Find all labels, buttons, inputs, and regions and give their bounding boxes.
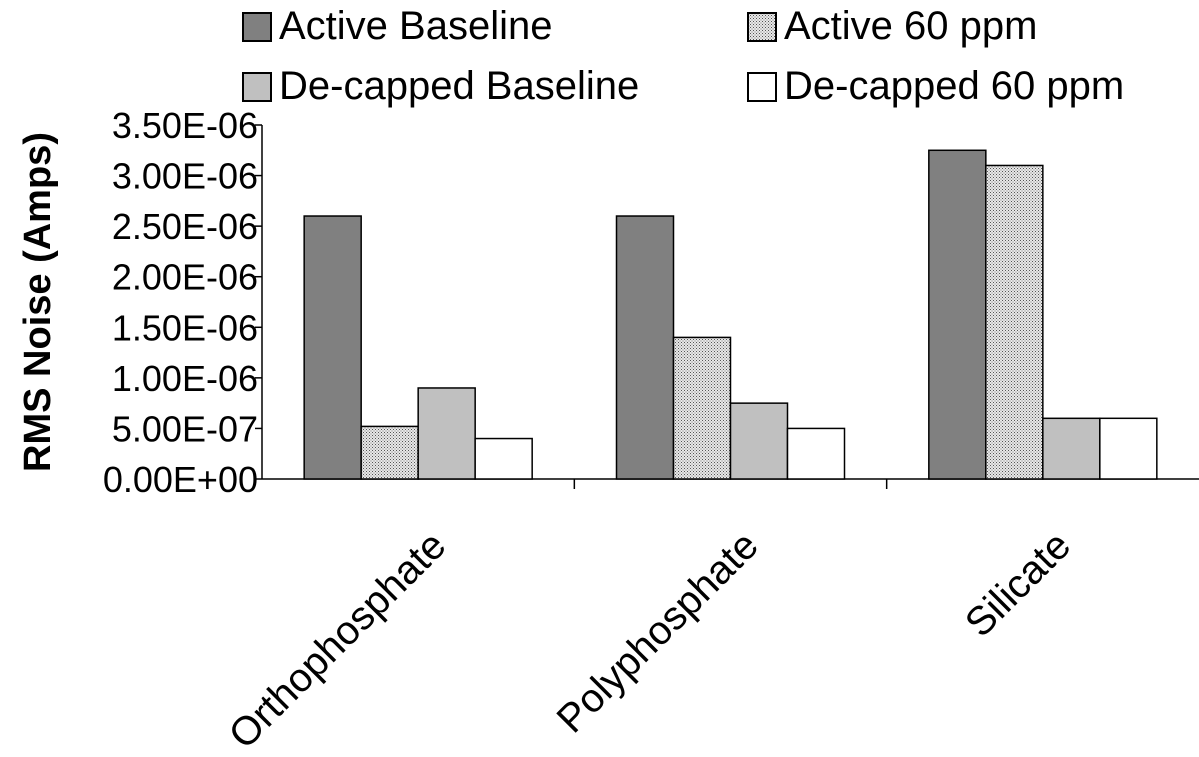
- legend-label-de-capped-baseline: De-capped Baseline: [279, 64, 639, 108]
- bar-active-baseline-polyphosphate: [615, 215, 675, 480]
- bar-de-capped-60-ppm-orthophosphate: [474, 437, 533, 480]
- bar-active-60-ppm-orthophosphate: [360, 425, 419, 480]
- x-tick-labels: Orthophosphate Polyphosphate Silicate: [221, 523, 1080, 757]
- legend-label-de-capped-60-ppm: De-capped 60 ppm: [784, 64, 1124, 108]
- bar-de-capped-baseline-silicate: [1042, 417, 1101, 480]
- y-axis-title: RMS Noise (Amps): [17, 132, 59, 472]
- legend-label-active-baseline: Active Baseline: [279, 4, 552, 48]
- y-tick-label: 3.50E-06: [112, 105, 258, 146]
- bar-active-60-ppm-silicate: [985, 164, 1044, 480]
- bar-de-capped-60-ppm-polyphosphate: [786, 427, 846, 480]
- legend-swatch-de-capped-60-ppm: [747, 72, 777, 102]
- x-tick-label-orthophosphate: Orthophosphate: [221, 523, 455, 757]
- y-tick-label: 2.00E-06: [112, 257, 258, 298]
- y-tick-label: 2.50E-06: [112, 206, 258, 247]
- y-tick-label: 1.00E-06: [112, 358, 258, 399]
- bar-de-capped-baseline-polyphosphate: [729, 402, 789, 480]
- bar-active-baseline-orthophosphate: [303, 215, 362, 480]
- bar-active-60-ppm-polyphosphate: [672, 336, 732, 480]
- y-tick-label: 5.00E-07: [112, 408, 258, 449]
- legend-swatch-de-capped-baseline: [242, 72, 272, 102]
- legend-swatch-active-baseline: [242, 12, 272, 42]
- x-tick-label-silicate: Silicate: [957, 523, 1079, 645]
- bar-de-capped-60-ppm-silicate: [1099, 417, 1158, 480]
- bar-active-baseline-silicate: [928, 149, 987, 480]
- bars: [303, 149, 1158, 480]
- bar-de-capped-baseline-orthophosphate: [417, 387, 476, 480]
- y-tick-label: 0.00E+00: [103, 459, 258, 500]
- y-tick-label: 3.00E-06: [112, 156, 258, 197]
- legend-label-active-60-ppm: Active 60 ppm: [784, 4, 1037, 48]
- x-tick-label-polyphosphate: Polyphosphate: [549, 523, 767, 741]
- legend: Active Baseline Active 60 ppm De-capped Ba…: [242, 4, 1124, 108]
- y-axis-title-group: RMS Noise (Amps): [17, 132, 59, 472]
- y-tick-label: 1.50E-06: [112, 307, 258, 348]
- legend-swatch-active-60-ppm: [747, 12, 777, 42]
- axes: 0.00E+00 5.00E-07 1.00E-06 1.50E-06 2.00E-06…: [103, 105, 1199, 500]
